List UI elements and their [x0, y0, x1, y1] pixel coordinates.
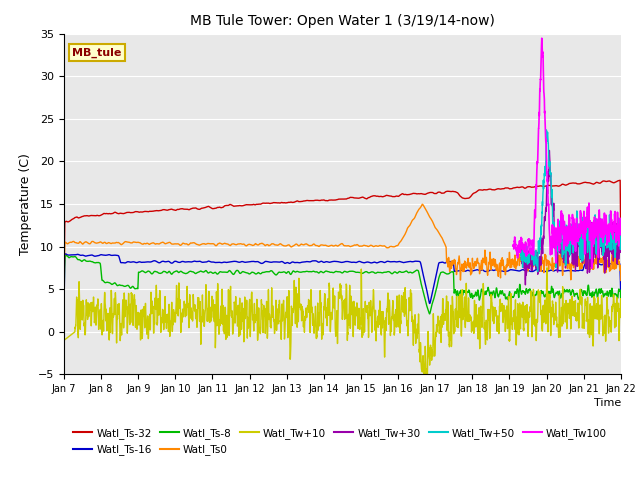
- Line: Watl_Ts-32: Watl_Ts-32: [64, 180, 621, 277]
- Text: Time: Time: [593, 398, 621, 408]
- Watl_Tw+10: [617, 309, 625, 315]
- Watl_Ts0: [499, 262, 507, 268]
- Watl_Ts-16: [60, 305, 68, 311]
- Watl_Tw+10: [420, 380, 428, 386]
- Watl_Ts-8: [617, 304, 625, 310]
- Watl_Ts-32: [467, 193, 475, 199]
- Watl_Tw+10: [499, 315, 507, 321]
- Watl_Tw+10: [436, 316, 444, 322]
- Watl_Ts-16: [322, 259, 330, 264]
- Watl_Ts-8: [426, 311, 433, 317]
- Watl_Ts-8: [63, 252, 70, 258]
- Watl_Ts-32: [616, 178, 624, 183]
- Watl_Ts-32: [499, 186, 506, 192]
- Watl_Ts-32: [616, 178, 624, 183]
- Watl_Ts-32: [322, 198, 330, 204]
- Watl_Tw100: [617, 229, 625, 235]
- Watl_Ts-32: [160, 207, 168, 213]
- Watl_Ts-8: [322, 268, 330, 274]
- Watl_Ts-16: [467, 268, 475, 274]
- Watl_Ts0: [436, 233, 444, 239]
- Line: Watl_Tw+30: Watl_Tw+30: [520, 150, 621, 285]
- Watl_Ts-8: [60, 302, 68, 308]
- Y-axis label: Temperature (C): Temperature (C): [19, 153, 33, 255]
- Watl_Ts-8: [161, 268, 168, 274]
- Watl_Ts0: [160, 240, 168, 246]
- Watl_Tw+10: [543, 265, 551, 271]
- Watl_Ts-8: [616, 288, 624, 293]
- Watl_Ts-32: [60, 275, 68, 280]
- Watl_Ts0: [616, 268, 624, 274]
- Line: Watl_Tw+50: Watl_Tw+50: [520, 130, 621, 272]
- Line: Watl_Ts0: Watl_Ts0: [64, 204, 621, 307]
- Watl_Ts-16: [161, 259, 168, 264]
- Watl_Ts-16: [61, 251, 69, 257]
- Watl_Tw+30: [617, 232, 625, 238]
- Watl_Ts-16: [617, 302, 625, 308]
- Text: MB_tule: MB_tule: [72, 48, 122, 58]
- Watl_Tw+10: [322, 302, 330, 308]
- Watl_Ts-8: [499, 290, 507, 296]
- Legend: Watl_Ts-32, Watl_Ts-16, Watl_Ts-8, Watl_Ts0, Watl_Tw+10, Watl_Tw+30, Watl_Tw+50,: Watl_Ts-32, Watl_Ts-16, Watl_Ts-8, Watl_…: [69, 424, 611, 459]
- Watl_Ts0: [60, 304, 68, 310]
- Watl_Ts-16: [499, 268, 507, 274]
- Watl_Ts-32: [617, 240, 625, 246]
- Watl_Ts-8: [436, 270, 444, 276]
- Watl_Ts0: [419, 202, 426, 207]
- Title: MB Tule Tower: Open Water 1 (3/19/14-now): MB Tule Tower: Open Water 1 (3/19/14-now…: [190, 14, 495, 28]
- Watl_Ts-8: [468, 291, 476, 297]
- Watl_Tw+50: [616, 243, 624, 249]
- Watl_Ts-32: [436, 190, 444, 195]
- Line: Watl_Tw100: Watl_Tw100: [513, 38, 621, 268]
- Watl_Ts0: [322, 242, 330, 248]
- Watl_Tw+10: [467, 321, 475, 326]
- Line: Watl_Ts-16: Watl_Ts-16: [64, 254, 621, 308]
- Line: Watl_Ts-8: Watl_Ts-8: [64, 255, 621, 314]
- Watl_Tw+10: [60, 335, 68, 340]
- Watl_Tw+10: [616, 310, 624, 315]
- Watl_Tw100: [616, 216, 624, 222]
- Watl_Ts-16: [436, 260, 444, 265]
- Watl_Ts0: [467, 266, 475, 272]
- Watl_Tw+30: [616, 249, 624, 255]
- Watl_Ts0: [617, 277, 625, 283]
- Watl_Tw+50: [617, 234, 625, 240]
- Watl_Tw+10: [160, 320, 168, 326]
- Line: Watl_Tw+10: Watl_Tw+10: [64, 268, 621, 383]
- Watl_Ts-16: [616, 269, 624, 275]
